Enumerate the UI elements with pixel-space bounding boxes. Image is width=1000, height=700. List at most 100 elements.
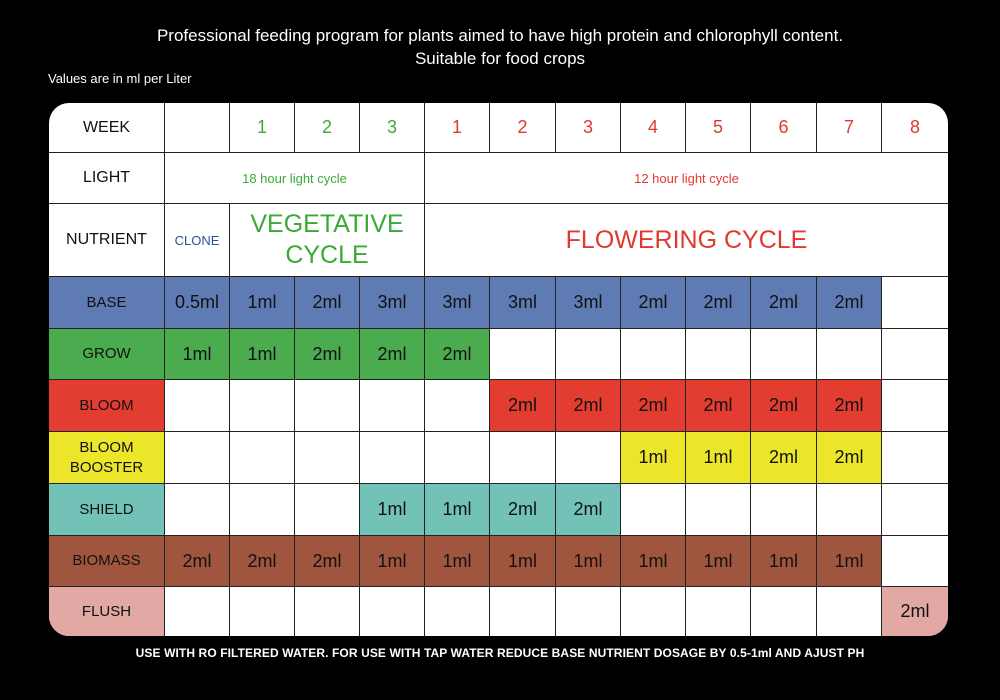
dose-cell — [165, 484, 230, 536]
dose-cell — [882, 380, 948, 432]
dose-cell — [295, 484, 360, 536]
dose-cell — [686, 587, 751, 636]
dose-cell — [230, 380, 295, 432]
nutrient-label-bloom_booster: BLOOM BOOSTER — [49, 432, 165, 484]
dose-cell — [751, 329, 817, 380]
dose-cell — [751, 484, 817, 536]
dose-cell — [686, 484, 751, 536]
chart-title: Professional feeding program for plants … — [156, 26, 844, 68]
units-note: Values are in ml per Liter — [48, 71, 192, 86]
dose-cell — [425, 432, 490, 484]
dose-cell: 2ml — [817, 277, 882, 329]
dose-cell: 2ml — [556, 484, 621, 536]
footer-note: USE WITH RO FILTERED WATER. FOR USE WITH… — [135, 646, 865, 660]
dose-cell: 2ml — [817, 432, 882, 484]
veg-light-cycle: 18 hour light cycle — [165, 153, 425, 204]
vegetative-cycle-label: VEGETATIVE CYCLE — [230, 204, 425, 277]
dose-cell: 1ml — [360, 536, 425, 587]
dose-cell — [295, 380, 360, 432]
dose-cell — [882, 277, 948, 329]
dose-cell — [425, 380, 490, 432]
dose-cell — [230, 432, 295, 484]
dose-cell: 1ml — [425, 536, 490, 587]
dose-cell: 1ml — [165, 329, 230, 380]
dose-cell: 2ml — [230, 536, 295, 587]
light-header: LIGHT — [49, 153, 165, 204]
dose-cell: 2ml — [621, 277, 686, 329]
dose-cell: 1ml — [360, 484, 425, 536]
dose-cell — [360, 587, 425, 636]
dose-cell — [686, 329, 751, 380]
dose-cell — [621, 329, 686, 380]
dose-cell — [230, 587, 295, 636]
dose-cell — [882, 484, 948, 536]
dose-cell: 2ml — [686, 380, 751, 432]
dose-cell — [556, 432, 621, 484]
dose-cell: 2ml — [882, 587, 948, 636]
dose-cell: 1ml — [230, 329, 295, 380]
dose-cell — [295, 587, 360, 636]
nutrient-label-flush: FLUSH — [49, 587, 165, 636]
nutrient-header: NUTRIENT — [49, 204, 165, 277]
dose-cell: 1ml — [817, 536, 882, 587]
dose-cell: 2ml — [360, 329, 425, 380]
dose-cell — [360, 380, 425, 432]
week-number: 2 — [490, 103, 556, 153]
dose-cell: 1ml — [556, 536, 621, 587]
dose-cell — [751, 587, 817, 636]
dose-cell — [556, 587, 621, 636]
week-number: 1 — [230, 103, 295, 153]
dose-cell: 2ml — [425, 329, 490, 380]
week-blank-cell — [165, 103, 230, 153]
dose-cell: 2ml — [621, 380, 686, 432]
dose-cell — [556, 329, 621, 380]
dose-cell — [621, 587, 686, 636]
dose-cell: 3ml — [360, 277, 425, 329]
feeding-schedule-table: WEEK 1 2 3 1 2 3 4 5 6 7 8 LIGHT 18 hour light cycle 1… — [49, 103, 948, 636]
dose-cell: 1ml — [686, 536, 751, 587]
dose-cell — [490, 432, 556, 484]
dose-cell: 3ml — [425, 277, 490, 329]
week-number: 8 — [882, 103, 948, 153]
dose-cell — [230, 484, 295, 536]
dose-cell: 1ml — [425, 484, 490, 536]
dose-cell: 2ml — [751, 277, 817, 329]
dose-cell: 2ml — [751, 380, 817, 432]
dose-cell — [817, 587, 882, 636]
dose-cell: 2ml — [165, 536, 230, 587]
dose-cell — [817, 484, 882, 536]
week-number: 7 — [817, 103, 882, 153]
nutrient-label-biomass: BIOMASS — [49, 536, 165, 587]
nutrient-label-base: BASE — [49, 277, 165, 329]
week-number: 3 — [556, 103, 621, 153]
dose-cell — [621, 484, 686, 536]
clone-label: CLONE — [165, 204, 230, 277]
flowering-cycle-label: FLOWERING CYCLE — [425, 204, 948, 277]
dose-cell: 2ml — [686, 277, 751, 329]
dose-cell: 1ml — [621, 432, 686, 484]
dose-cell — [295, 432, 360, 484]
week-header: WEEK — [49, 103, 165, 153]
dose-cell: 2ml — [490, 484, 556, 536]
dose-cell: 1ml — [230, 277, 295, 329]
dose-cell — [490, 329, 556, 380]
week-number: 5 — [686, 103, 751, 153]
dose-cell: 1ml — [751, 536, 817, 587]
dose-cell — [425, 587, 490, 636]
flower-light-cycle: 12 hour light cycle — [425, 153, 948, 204]
dose-cell — [165, 587, 230, 636]
dose-cell: 2ml — [295, 277, 360, 329]
week-number: 6 — [751, 103, 817, 153]
dose-cell — [165, 380, 230, 432]
nutrient-label-grow: GROW — [49, 329, 165, 380]
dose-cell: 1ml — [621, 536, 686, 587]
dose-cell: 2ml — [490, 380, 556, 432]
dose-cell — [490, 587, 556, 636]
nutrient-label-shield: SHIELD — [49, 484, 165, 536]
dose-cell — [882, 536, 948, 587]
dose-cell — [360, 432, 425, 484]
dose-cell: 3ml — [490, 277, 556, 329]
dose-cell: 3ml — [556, 277, 621, 329]
dose-cell — [817, 329, 882, 380]
dose-cell: 1ml — [686, 432, 751, 484]
